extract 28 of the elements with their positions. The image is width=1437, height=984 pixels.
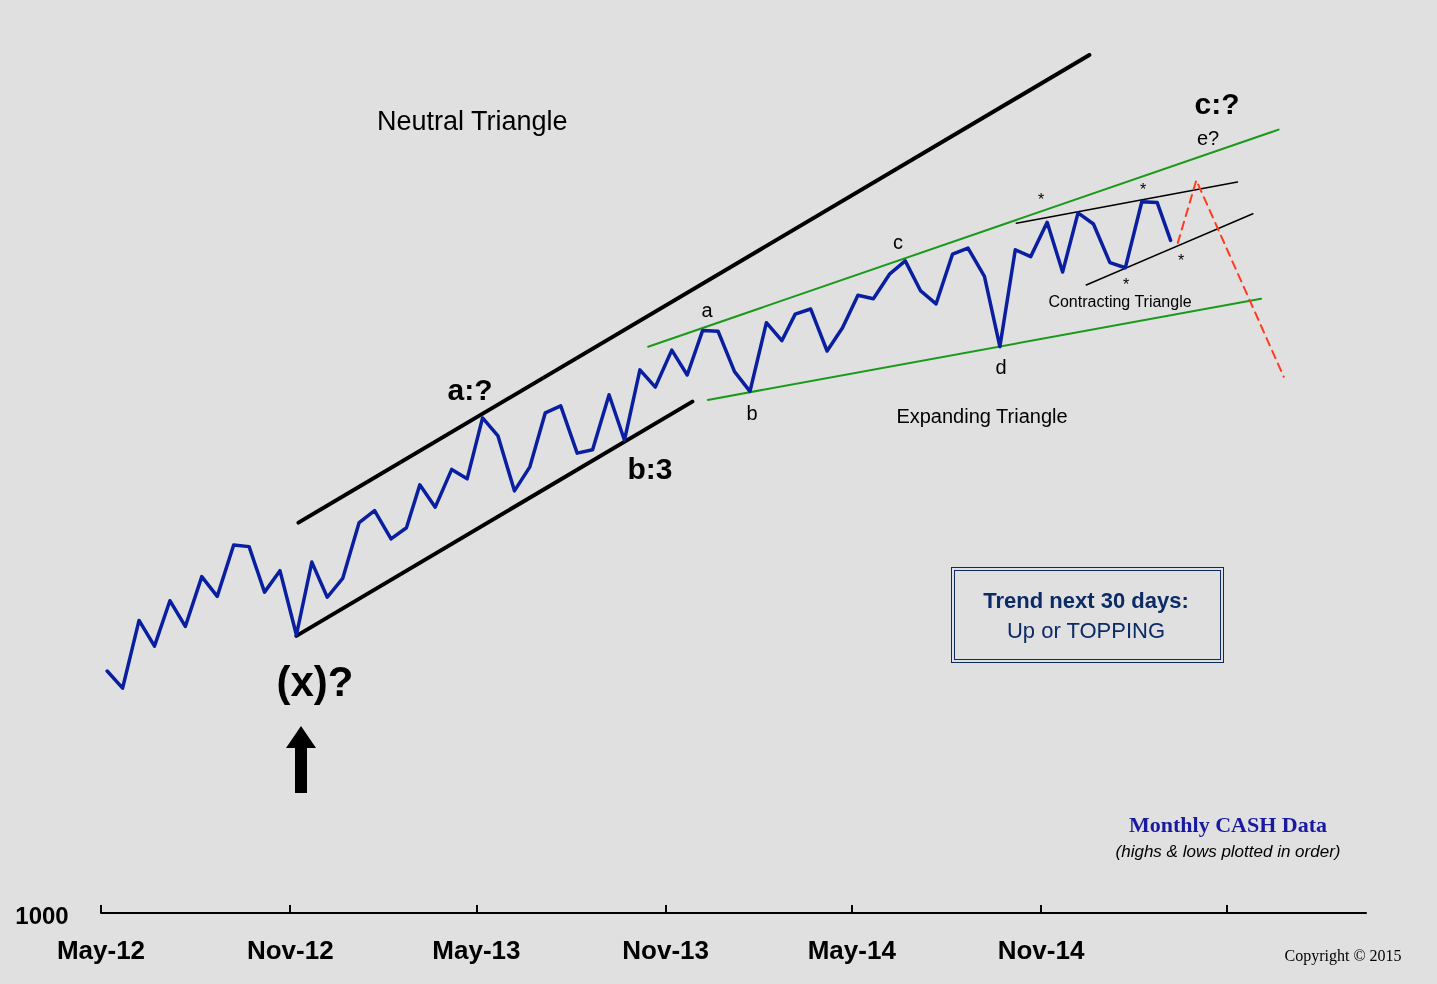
annotation: c:? <box>1194 86 1240 120</box>
annotation: d <box>995 356 1007 378</box>
annotation: * <box>1139 180 1147 198</box>
annotation: * <box>1122 275 1130 293</box>
annotation: Up or TOPPING <box>1006 617 1166 643</box>
annotation: a <box>701 299 714 321</box>
text: Neutral Triangle <box>377 105 568 136</box>
x-tick-label: Nov-13 <box>622 935 709 965</box>
x-tick-label: Nov-14 <box>997 935 1085 965</box>
annotation: (highs & lows plotted in order) <box>1115 841 1341 861</box>
annotation: Expanding Triangle <box>896 405 1068 427</box>
annotation: c <box>893 231 903 253</box>
annotation: a:? <box>447 372 493 406</box>
annotation: Trend next 30 days: <box>983 587 1189 613</box>
x-tick-label: May-13 <box>432 935 521 965</box>
text: 1000 <box>15 901 69 929</box>
annotation: b <box>746 402 758 424</box>
x-tick-label: May-14 <box>807 935 897 965</box>
annotation: * <box>1037 190 1045 208</box>
annotation: (x)? <box>276 657 354 705</box>
annotation: b:3 <box>627 451 673 485</box>
text: Copyright © 2015 <box>1284 946 1402 965</box>
x-tick-label: May-12 <box>56 935 146 965</box>
annotation: e? <box>1196 127 1220 149</box>
annotation: * <box>1177 251 1185 269</box>
annotation: Monthly CASH Data <box>1128 811 1328 837</box>
x-tick-label: Nov-12 <box>246 935 334 965</box>
annotation: Contracting Triangle <box>1048 292 1192 310</box>
